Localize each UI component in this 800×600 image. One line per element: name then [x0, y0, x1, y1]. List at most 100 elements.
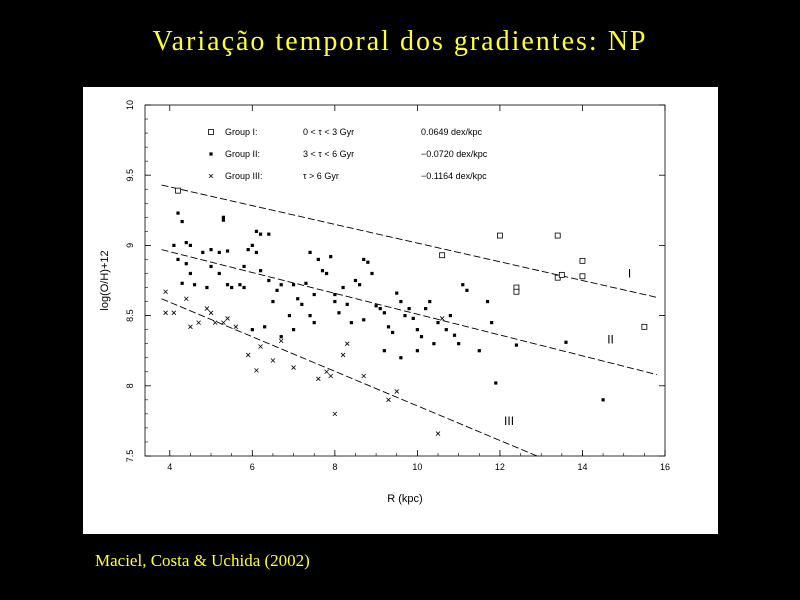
- x-tick-label: 4: [167, 462, 172, 472]
- data-point-dot: [192, 283, 197, 287]
- data-point-cross: [258, 344, 263, 349]
- data-point-cross: [163, 310, 168, 316]
- data-point-dot: [329, 255, 333, 259]
- y-tick-label: 10: [125, 100, 135, 110]
- y-tick-label: 7.5: [125, 450, 135, 463]
- legend-group: Group III:: [225, 171, 263, 181]
- data-point-dot: [411, 316, 415, 321]
- fit-line-III: [161, 298, 538, 457]
- scatter-chart: 4 6 8 10 12 14 16 7.5 8 8.5 9 9.5 10 R (kpc) log(O/H)+…: [99, 100, 670, 505]
- x-tick-label: 12: [495, 462, 505, 472]
- data-point-dot: [308, 314, 312, 318]
- data-point-dot: [296, 297, 300, 301]
- data-point-dot: [424, 306, 428, 311]
- y-tick-label: 9.5: [125, 169, 135, 182]
- data-point-cross: [208, 310, 214, 316]
- data-point-cross: [324, 369, 329, 375]
- data-point-dot: [291, 328, 296, 332]
- data-point-dot: [254, 229, 259, 233]
- data-point-cross: [196, 320, 201, 325]
- data-point-cross: [316, 376, 321, 382]
- data-point-cross: [386, 397, 391, 403]
- x-tick-label: 16: [660, 462, 670, 472]
- data-point-dot: [382, 311, 386, 315]
- data-point-cross: [212, 320, 218, 325]
- data-point-dot: [188, 243, 192, 247]
- data-point-cross: [332, 411, 338, 417]
- y-axis-label: log(O/H)+12: [99, 250, 111, 310]
- data-point-dot: [242, 264, 246, 269]
- data-point-dot: [316, 257, 320, 262]
- data-point-dot: [366, 260, 370, 264]
- data-point-square: [439, 252, 446, 259]
- data-point-dot: [419, 335, 424, 339]
- legend-group: Group I:: [225, 127, 258, 137]
- data-point-cross: [204, 306, 210, 311]
- data-point-dot: [444, 328, 448, 332]
- data-point-cross: [435, 431, 441, 436]
- data-point-dot: [341, 285, 345, 290]
- data-point-square: [513, 288, 520, 295]
- data-point-dot: [242, 285, 246, 290]
- data-point-dot: [254, 250, 259, 255]
- data-point-dot: [176, 211, 180, 215]
- data-point-dot: [225, 283, 230, 287]
- data-point-dot: [391, 330, 395, 335]
- data-point-square: [175, 187, 181, 194]
- data-point-dot: [362, 257, 366, 262]
- data-point-dot: [230, 285, 234, 290]
- data-point-square: [554, 232, 561, 239]
- legend-condition: 3 < τ < 6 Gyr: [303, 149, 354, 159]
- data-point-dot: [353, 278, 358, 283]
- data-point-dot: [201, 250, 205, 255]
- data-point-dot: [386, 325, 391, 329]
- data-point-dot: [221, 215, 226, 219]
- data-point-cross: [171, 310, 177, 316]
- data-point-dot: [291, 283, 296, 287]
- data-point-dot: [250, 328, 254, 332]
- data-point-dot: [180, 219, 184, 224]
- x-tick-label: 8: [332, 462, 337, 472]
- data-point-dot: [461, 283, 465, 287]
- data-point-dot: [415, 328, 419, 332]
- legend-gradient: −0.1164 dex/kpc: [421, 171, 487, 181]
- plot-panel: 4 6 8 10 12 14 16 7.5 8 8.5 9 9.5 10 R (kpc) log(O/H)+…: [83, 87, 718, 534]
- data-point-dot: [320, 269, 325, 273]
- data-point-dot: [457, 342, 461, 346]
- data-point-cross: [394, 389, 400, 394]
- data-point-dot: [184, 240, 188, 245]
- slide-title: Variação temporal dos gradientes: NP: [152, 26, 648, 57]
- data-point-cross: [340, 352, 346, 358]
- data-point-dot: [300, 302, 304, 306]
- data-point-dot: [403, 314, 407, 318]
- data-point-dot: [436, 321, 440, 325]
- data-point-dot: [263, 325, 267, 329]
- legend-condition: τ > 6 Gyr: [303, 171, 339, 181]
- data-point-dot: [258, 232, 263, 236]
- data-point-square: [558, 271, 565, 278]
- data-point-dot: [217, 250, 221, 255]
- data-point-cross: [163, 289, 168, 295]
- plot-frame: [144, 104, 666, 457]
- data-point-dot: [407, 306, 411, 311]
- data-point-dot: [374, 304, 378, 308]
- data-point-dot: [428, 299, 432, 304]
- data-point-dot: [287, 314, 292, 318]
- data-point-dot: [399, 299, 403, 304]
- fit-line-label-III: III: [504, 414, 514, 428]
- data-point-square: [579, 273, 586, 280]
- data-point-dot: [358, 283, 362, 287]
- data-point-dot: [399, 356, 403, 360]
- data-point-cross: [245, 352, 251, 358]
- data-point-dot: [275, 288, 279, 292]
- data-point-dot: [308, 250, 312, 255]
- data-point-dot: [432, 342, 436, 346]
- data-point-dot: [180, 281, 184, 285]
- data-point-square: [579, 257, 586, 264]
- data-point-dot: [370, 271, 374, 276]
- data-point-dot: [333, 299, 337, 304]
- data-point-dot: [312, 292, 316, 297]
- data-point-dot: [477, 349, 481, 353]
- fit-line-label-II: II: [607, 333, 614, 347]
- y-tick-label: 8: [125, 383, 135, 388]
